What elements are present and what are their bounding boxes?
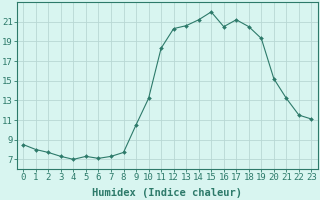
X-axis label: Humidex (Indice chaleur): Humidex (Indice chaleur) (92, 188, 242, 198)
